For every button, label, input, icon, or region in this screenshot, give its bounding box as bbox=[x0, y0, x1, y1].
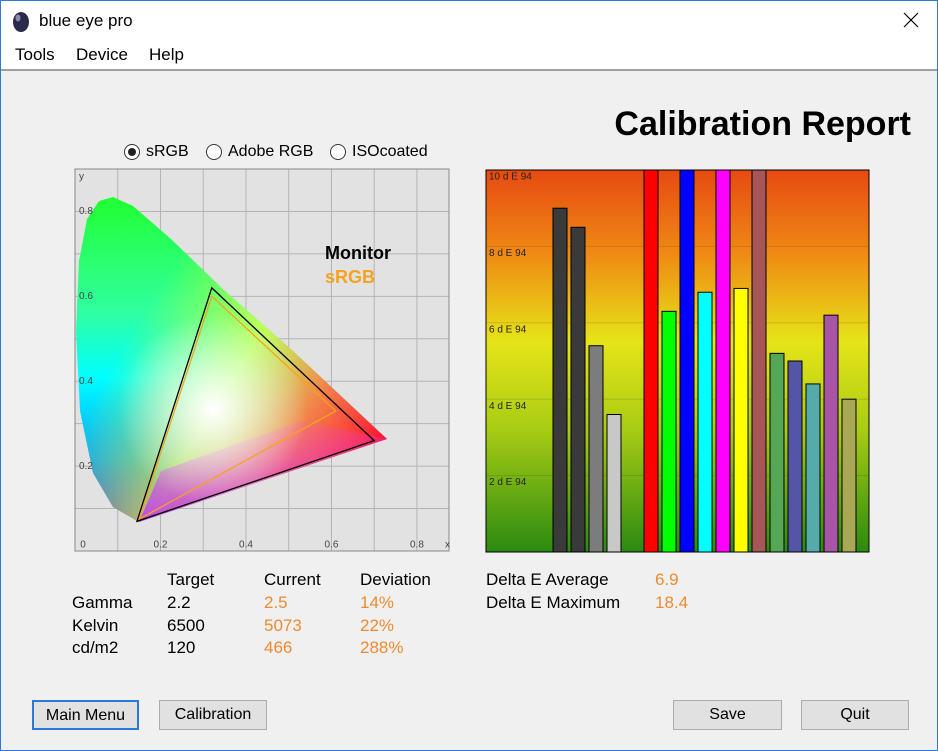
menu-item[interactable]: Tools bbox=[15, 45, 55, 64]
x-tick-label: 0.8 bbox=[410, 540, 424, 551]
gamut-plot-border bbox=[74, 168, 450, 552]
gamut-triangle bbox=[135, 286, 376, 523]
close-button[interactable] bbox=[897, 9, 925, 33]
radio-label[interactable]: ISOcoated bbox=[352, 143, 428, 160]
table-cell: 5073 bbox=[264, 615, 302, 635]
bar bbox=[570, 226, 586, 552]
separator bbox=[1, 69, 937, 71]
button[interactable]: Quit bbox=[801, 700, 909, 730]
bar bbox=[679, 170, 695, 552]
table-cell: cd/m2 bbox=[72, 638, 119, 657]
bar bbox=[552, 207, 568, 552]
report-title: Calibration Report bbox=[614, 105, 911, 143]
table-cell: 2.5 bbox=[264, 593, 288, 612]
y-tick-label: 2 d E 94 bbox=[489, 477, 527, 488]
bar bbox=[715, 170, 731, 552]
y-axis-label: y bbox=[79, 172, 84, 183]
menu-item[interactable]: Device bbox=[76, 45, 128, 64]
y-tick-label: 6 d E 94 bbox=[489, 324, 527, 335]
app-icon bbox=[13, 12, 29, 32]
menu-item[interactable]: Help bbox=[149, 45, 184, 64]
y-tick-label: 4 d E 94 bbox=[489, 401, 527, 412]
x-tick-label: 0 bbox=[80, 540, 86, 551]
table-header: Target bbox=[167, 570, 215, 589]
title-menu-area bbox=[1, 1, 937, 70]
radio-dot bbox=[128, 148, 136, 156]
bar bbox=[787, 360, 803, 552]
bar bbox=[643, 170, 659, 552]
x-tick-label: 0.4 bbox=[239, 540, 253, 551]
y-tick-label: 0.4 bbox=[79, 376, 93, 387]
x-tick-label: 0.6 bbox=[325, 540, 339, 551]
table-header: Deviation bbox=[360, 570, 431, 589]
y-tick-label: 10 d E 94 bbox=[489, 172, 532, 183]
stat-label: Delta E Maximum bbox=[486, 593, 621, 612]
table-cell: Gamma bbox=[72, 593, 133, 612]
radio-button[interactable] bbox=[330, 144, 346, 160]
bar bbox=[606, 413, 622, 552]
x-axis-label: x bbox=[445, 540, 450, 551]
y-tick-label: 0.6 bbox=[79, 291, 93, 302]
window-title: blue eye pro bbox=[39, 11, 133, 30]
bar bbox=[751, 170, 767, 552]
legend-entry: sRGB bbox=[325, 267, 375, 287]
table-cell: Kelvin bbox=[72, 615, 119, 635]
radio-label[interactable]: Adobe RGB bbox=[228, 143, 314, 160]
bar bbox=[697, 291, 713, 552]
bar bbox=[823, 314, 839, 552]
table-cell: 14% bbox=[360, 593, 395, 612]
y-tick-label: 0.2 bbox=[79, 461, 93, 472]
gamut-triangle bbox=[137, 295, 337, 521]
button[interactable]: Calibration bbox=[159, 700, 267, 730]
bar bbox=[841, 398, 857, 552]
table-cell: 2.2 bbox=[167, 593, 191, 612]
bar bbox=[733, 287, 749, 552]
bar bbox=[769, 352, 785, 552]
table-cell: 288% bbox=[360, 638, 404, 657]
bars bbox=[552, 170, 857, 552]
legend-entry: Monitor bbox=[325, 243, 391, 263]
table-cell: 466 bbox=[264, 638, 293, 657]
table-cell: 6500 bbox=[167, 615, 205, 635]
button[interactable]: Main Menu bbox=[32, 700, 139, 730]
y-tick-label: 8 d E 94 bbox=[489, 248, 527, 259]
y-tick-label: 0.8 bbox=[79, 206, 93, 217]
table-cell: 120 bbox=[167, 638, 196, 657]
button[interactable]: Save bbox=[673, 700, 782, 730]
radio-label[interactable]: sRGB bbox=[146, 143, 189, 160]
radio-button[interactable] bbox=[206, 144, 222, 160]
stat-value: 18.4 bbox=[655, 593, 689, 612]
bar bbox=[661, 310, 677, 552]
table-cell: 22% bbox=[360, 615, 395, 635]
table-header: Current bbox=[264, 570, 321, 589]
stat-value: 6.9 bbox=[655, 570, 679, 589]
bar bbox=[588, 345, 604, 552]
bar-plot-bg bbox=[485, 169, 870, 553]
stat-label: Delta E Average bbox=[486, 570, 609, 589]
bar bbox=[805, 383, 821, 552]
spectral-locus bbox=[76, 197, 387, 522]
x-tick-label: 0.2 bbox=[154, 540, 168, 551]
